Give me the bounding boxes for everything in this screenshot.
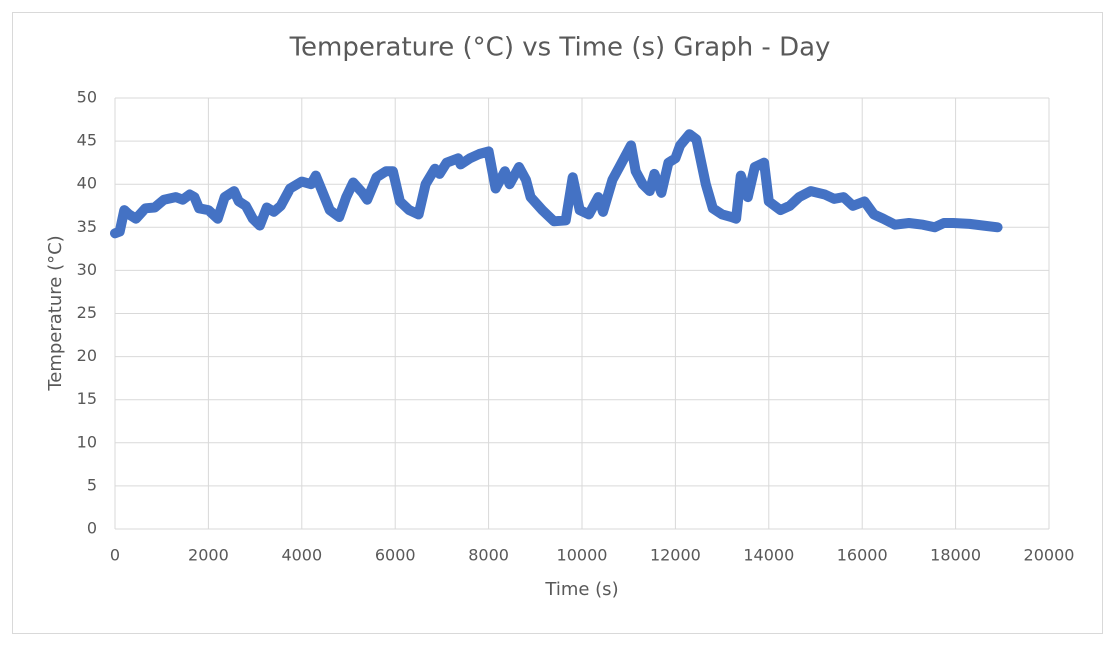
y-tick-label: 15	[77, 389, 97, 408]
y-tick-label: 25	[77, 303, 97, 322]
y-tick-label: 30	[77, 260, 97, 279]
x-tick-label: 20000	[1024, 546, 1075, 565]
x-tick-label: 4000	[281, 546, 322, 565]
x-tick-label: 2000	[188, 546, 229, 565]
y-tick-label: 40	[77, 174, 97, 193]
y-tick-label: 5	[87, 475, 97, 494]
y-tick-label: 10	[77, 432, 97, 451]
x-tick-label: 6000	[375, 546, 416, 565]
x-tick-label: 8000	[468, 546, 509, 565]
y-tick-label: 35	[77, 217, 97, 236]
y-tick-label: 45	[77, 131, 97, 150]
x-axis-label: Time (s)	[544, 579, 618, 600]
x-tick-label: 0	[110, 546, 120, 565]
y-tick-label: 20	[77, 346, 97, 365]
x-tick-label: 16000	[837, 546, 888, 565]
y-tick-label: 0	[87, 519, 97, 538]
y-tick-label: 50	[77, 88, 97, 107]
data-line	[110, 129, 1003, 239]
x-tick-label: 12000	[650, 546, 701, 565]
y-axis-label: Temperature (°C)	[45, 235, 66, 391]
x-tick-label: 10000	[557, 546, 608, 565]
x-tick-label: 18000	[930, 546, 981, 565]
chart-title: Temperature (°C) vs Time (s) Graph - Day	[289, 33, 831, 63]
chart-border	[12, 12, 1103, 634]
x-tick-label: 14000	[743, 546, 794, 565]
